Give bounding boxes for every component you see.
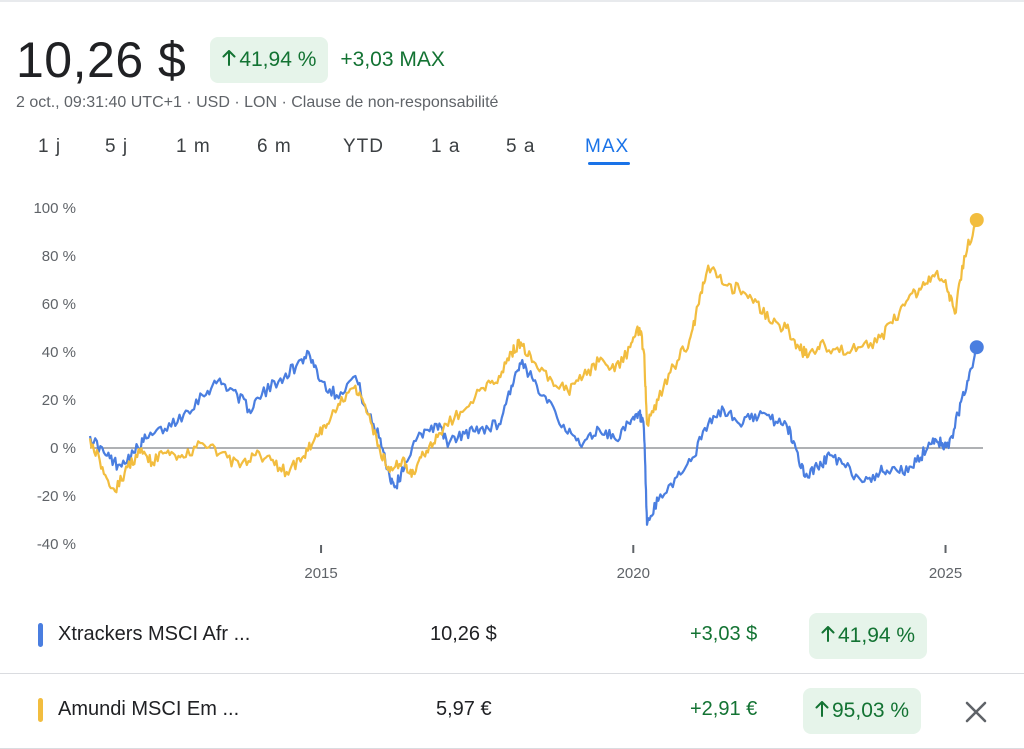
security-change-percent-badge: 41,94 % xyxy=(809,613,928,659)
tab-1-month[interactable]: 1 m xyxy=(176,136,211,157)
y-tick-label: 100 % xyxy=(33,200,76,217)
tab-1-year[interactable]: 1 a xyxy=(431,136,461,157)
arrow-up-icon xyxy=(821,624,835,648)
y-tick-label: 80 % xyxy=(42,248,76,265)
y-tick-label: -40 % xyxy=(37,536,76,553)
tab-1-day[interactable]: 1 j xyxy=(38,136,62,157)
y-tick-label: 40 % xyxy=(42,344,76,361)
performance-chart: 100 % 80 % 60 % 40 % 20 % 0 % -20 % -40 % 2015 2… xyxy=(33,200,984,582)
current-price: 10,26 $ xyxy=(16,32,187,88)
tab-max[interactable]: MAX xyxy=(585,136,630,157)
comparison-row-xtrackers[interactable]: Xtrackers MSCI Afr ... 10,26 $ +3,03 $ 4… xyxy=(0,599,1024,673)
series-line xyxy=(88,219,978,494)
security-change-percent: 41,94 % xyxy=(838,624,916,647)
close-icon[interactable] xyxy=(962,698,990,726)
comparison-row-amundi[interactable]: Amundi MSCI Em ... 5,97 € +2,91 € 95,03 … xyxy=(0,673,1024,749)
security-name: Amundi MSCI Em ... xyxy=(58,698,240,720)
x-tick-label: 2015 xyxy=(304,565,337,582)
change-percent-value: 41,94 % xyxy=(239,48,317,71)
tab-5-years[interactable]: 5 a xyxy=(506,136,536,157)
y-tick-label: 20 % xyxy=(42,392,76,409)
top-divider xyxy=(0,0,1024,2)
tab-ytd[interactable]: YTD xyxy=(343,136,384,157)
arrow-up-icon xyxy=(815,699,829,723)
security-change: +2,91 € xyxy=(690,698,758,720)
arrow-up-icon xyxy=(222,48,236,72)
y-tick-label: -20 % xyxy=(37,488,76,505)
price-header: 10,26 $ 41,94 % +3,03 MAX xyxy=(16,30,445,90)
x-tick-label: 2025 xyxy=(929,565,962,582)
security-change-percent-badge: 95,03 % xyxy=(803,688,922,734)
security-change: +3,03 $ xyxy=(690,623,758,645)
tab-5-days[interactable]: 5 j xyxy=(105,136,129,157)
security-change-percent: 95,03 % xyxy=(832,699,910,722)
quote-meta: 2 oct., 09:31:40 UTC+1 · USD · LON · Cla… xyxy=(16,94,499,111)
security-price: 5,97 € xyxy=(436,698,492,720)
change-percent-badge: 41,94 % xyxy=(210,37,329,83)
y-tick-label: 60 % xyxy=(42,296,76,313)
series-color-swatch xyxy=(38,623,43,647)
security-name: Xtrackers MSCI Afr ... xyxy=(58,623,251,645)
series-line xyxy=(88,344,978,526)
series-end-point xyxy=(969,213,984,227)
series-end-point xyxy=(969,340,984,355)
series-color-swatch xyxy=(38,698,43,722)
security-price: 10,26 $ xyxy=(430,623,497,645)
active-tab-indicator xyxy=(588,162,630,165)
tab-6-months[interactable]: 6 m xyxy=(257,136,292,157)
x-tick-label: 2020 xyxy=(617,565,650,582)
change-max-text: +3,03 MAX xyxy=(340,48,445,71)
y-tick-label: 0 % xyxy=(50,440,76,457)
